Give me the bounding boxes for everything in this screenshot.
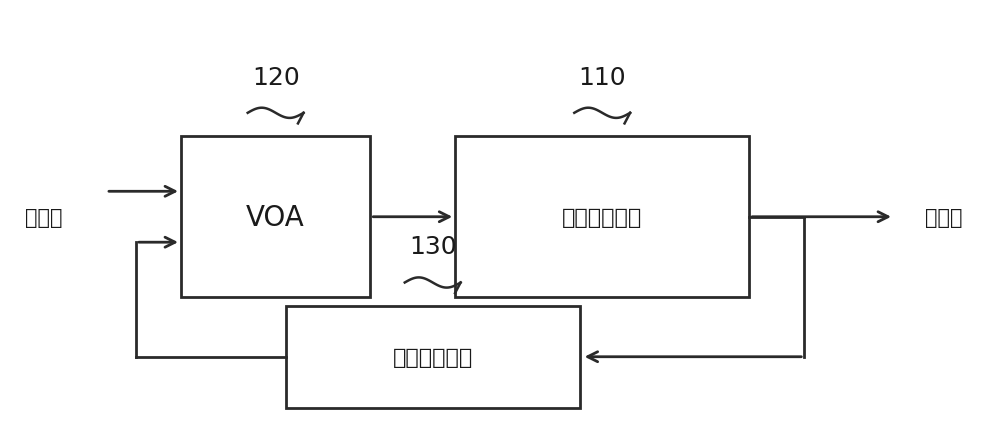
Text: 130: 130	[409, 235, 456, 259]
Text: 110: 110	[578, 66, 626, 89]
Bar	[181, 137, 370, 298]
Text: 光电探测装置: 光电探测装置	[562, 207, 642, 227]
Text: VOA: VOA	[246, 203, 305, 231]
Bar	[286, 306, 580, 408]
Text: 反馈控制装置: 反馈控制装置	[393, 347, 473, 367]
Text: 光信号: 光信号	[25, 207, 62, 227]
Bar	[455, 137, 749, 298]
Text: 120: 120	[252, 66, 300, 89]
Text: 电信号: 电信号	[925, 207, 963, 227]
